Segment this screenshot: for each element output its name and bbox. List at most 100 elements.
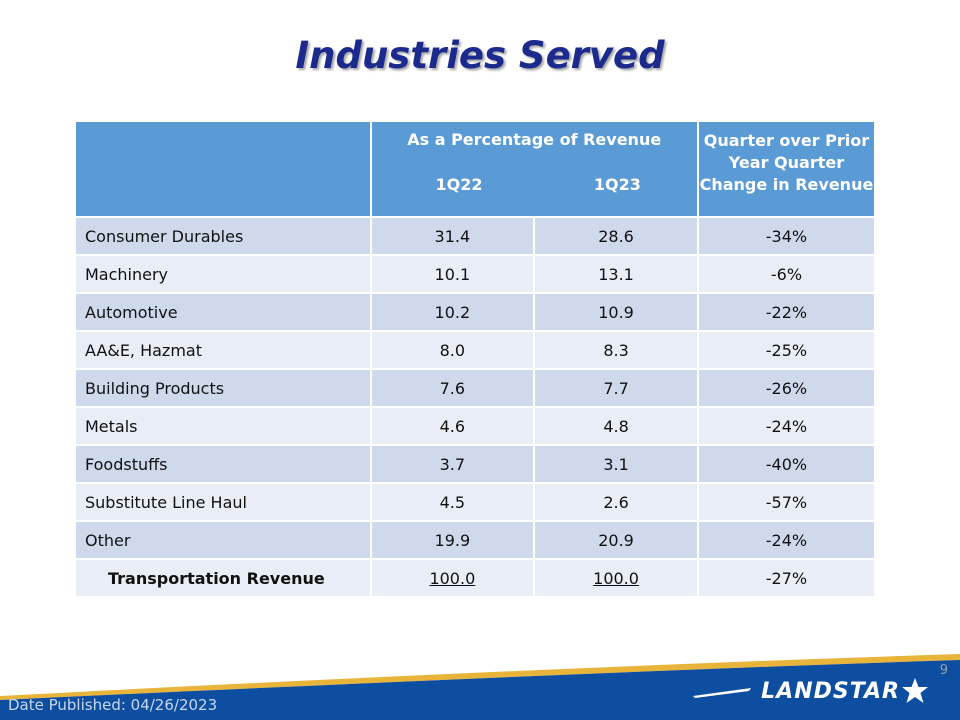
- value-1q23-cell: 10.9: [533, 292, 699, 332]
- table-total-row: Transportation Revenue 100.0 100.0 -27%: [74, 558, 877, 598]
- value-1q23-text: 7.7: [603, 378, 629, 398]
- table-row: Foodstuffs 3.7 3.1 -40%: [74, 444, 877, 484]
- value-1q22-cell: 19.9: [369, 520, 536, 560]
- change-text: -25%: [765, 340, 808, 360]
- value-1q23-text: 13.1: [598, 264, 634, 284]
- value-1q22-cell: 7.6: [369, 368, 536, 408]
- change-text: -22%: [765, 302, 808, 322]
- industry-name-cell: Machinery: [74, 254, 372, 294]
- date-published: Date Published: 04/26/2023: [8, 696, 218, 714]
- industry-name-text: Metals: [85, 416, 138, 436]
- change-cell: -22%: [696, 292, 877, 332]
- value-1q22-text: 10.2: [434, 302, 471, 322]
- table-row: Metals 4.6 4.8 -24%: [74, 406, 877, 446]
- industry-name-text: Building Products: [85, 378, 225, 398]
- industry-name-text: Consumer Durables: [85, 226, 244, 246]
- value-1q22-cell: 10.2: [369, 292, 536, 332]
- value-1q22-text: 4.5: [439, 492, 466, 512]
- industry-name-cell: Consumer Durables: [74, 216, 372, 256]
- value-1q22-text: 3.7: [439, 454, 466, 474]
- change-text: -26%: [765, 378, 808, 398]
- value-1q22-text: 8.0: [439, 340, 466, 360]
- value-1q22-cell: 10.1: [369, 254, 536, 294]
- table-row: Machinery 10.1 13.1 -6%: [74, 254, 877, 294]
- value-1q23-text: 8.3: [603, 340, 629, 360]
- value-1q22-cell: 4.5: [369, 482, 536, 522]
- industry-name-cell: Building Products: [74, 368, 372, 408]
- value-1q22-text: 4.6: [439, 416, 466, 436]
- change-cell: -25%: [696, 330, 877, 370]
- industry-name-text: Foodstuffs: [85, 454, 168, 474]
- value-1q23-cell: 3.1: [533, 444, 699, 484]
- change-cell: -57%: [696, 482, 877, 522]
- change-text: -34%: [765, 226, 808, 246]
- change-cell: -6%: [696, 254, 877, 294]
- industry-name-cell: AA&E, Hazmat: [74, 330, 372, 370]
- value-1q23-cell: 8.3: [533, 330, 699, 370]
- value-1q23-cell: 4.8: [533, 406, 699, 446]
- value-1q23-cell: 7.7: [533, 368, 699, 408]
- value-1q23-cell: 100.0: [533, 558, 699, 598]
- value-1q22-cell: 4.6: [369, 406, 536, 446]
- industry-name-text: Substitute Line Haul: [85, 492, 247, 512]
- change-cell: -34%: [696, 216, 877, 256]
- header-percentage-cell: As a Percentage of Revenue 1Q22 1Q23: [369, 120, 699, 218]
- value-1q23-text: 4.8: [603, 416, 629, 436]
- value-1q23-text: 28.6: [598, 226, 634, 246]
- header-year-1q23: 1Q23: [593, 175, 641, 194]
- industry-name-text: Machinery: [85, 264, 169, 284]
- table-row: Consumer Durables 31.4 28.6 -34%: [74, 216, 877, 256]
- industry-name-cell: Transportation Revenue: [74, 558, 372, 598]
- industry-name-text: Other: [85, 530, 131, 550]
- value-1q22-cell: 100.0: [369, 558, 536, 598]
- value-1q23-text: 10.9: [598, 302, 634, 322]
- industry-name-cell: Automotive: [74, 292, 372, 332]
- value-1q22-text: 19.9: [434, 530, 471, 550]
- industry-name-text: Automotive: [85, 302, 178, 322]
- header-percentage-title: As a Percentage of Revenue: [407, 130, 662, 149]
- page-title: Industries Served: [295, 34, 665, 77]
- industry-name-cell: Other: [74, 520, 372, 560]
- value-1q22-cell: 3.7: [369, 444, 536, 484]
- value-1q23-cell: 13.1: [533, 254, 699, 294]
- table-row: Substitute Line Haul 4.5 2.6 -57%: [74, 482, 877, 522]
- header-blank-cell: [74, 120, 372, 218]
- change-text: -24%: [765, 416, 808, 436]
- logo-text: LANDSTAR: [761, 678, 900, 704]
- industry-name-cell: Foodstuffs: [74, 444, 372, 484]
- header-year-1q22: 1Q22: [435, 175, 483, 194]
- value-1q22-text: 10.1: [434, 264, 471, 284]
- landstar-logo: LANDSTAR: [691, 676, 930, 706]
- header-change-cell: Quarter over Prior Year Quarter Change i…: [696, 120, 877, 218]
- change-cell: -24%: [696, 406, 877, 446]
- value-1q23-text: 20.9: [598, 530, 634, 550]
- table-row: Automotive 10.2 10.9 -22%: [74, 292, 877, 332]
- logo-swoosh-icon: [693, 688, 752, 698]
- value-1q22-text: 7.6: [439, 378, 466, 398]
- change-cell: -24%: [696, 520, 877, 560]
- page-number: 9: [939, 663, 948, 678]
- header-change-line3: Change in Revenue: [699, 175, 874, 194]
- change-text: -6%: [770, 264, 803, 284]
- table-header-row: As a Percentage of Revenue 1Q22 1Q23 Qua…: [74, 120, 877, 218]
- footer-wave: [0, 654, 960, 720]
- value-1q23-text: 3.1: [603, 454, 629, 474]
- change-text: -40%: [765, 454, 808, 474]
- value-1q23-cell: 28.6: [533, 216, 699, 256]
- value-1q23-text: 2.6: [603, 492, 629, 512]
- industry-name-text: AA&E, Hazmat: [85, 340, 202, 360]
- industry-name-cell: Substitute Line Haul: [74, 482, 372, 522]
- change-cell: -26%: [696, 368, 877, 408]
- value-1q23-text: 100.0: [593, 568, 639, 588]
- change-cell: -40%: [696, 444, 877, 484]
- change-text: -57%: [765, 492, 808, 512]
- value-1q22-cell: 8.0: [369, 330, 536, 370]
- table-row: AA&E, Hazmat 8.0 8.3 -25%: [74, 330, 877, 370]
- value-1q23-cell: 2.6: [533, 482, 699, 522]
- industry-name-cell: Metals: [74, 406, 372, 446]
- change-text: -27%: [765, 568, 808, 588]
- value-1q22-text: 100.0: [429, 568, 476, 588]
- value-1q22-text: 31.4: [434, 226, 471, 246]
- industry-name-text: Transportation Revenue: [108, 568, 325, 588]
- change-text: -24%: [765, 530, 808, 550]
